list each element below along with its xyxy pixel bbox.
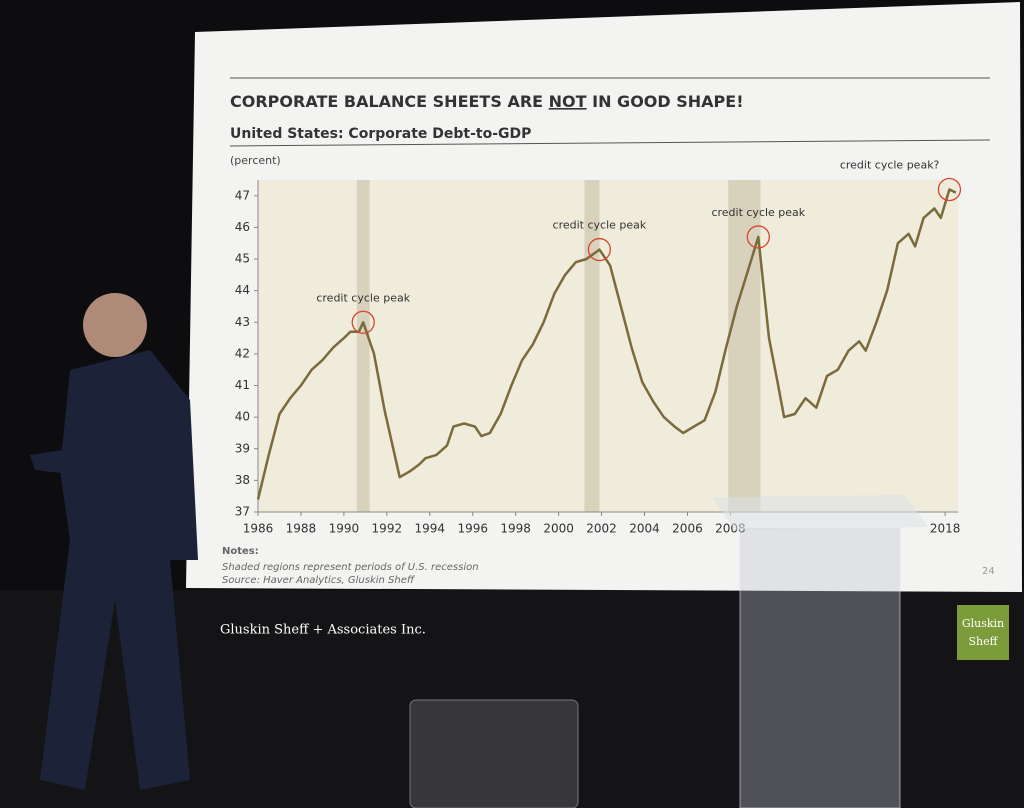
podium-top bbox=[712, 495, 928, 530]
recession-band bbox=[728, 180, 761, 512]
title-part: NOT bbox=[549, 92, 587, 111]
x-tick-label: 2006 bbox=[672, 522, 703, 536]
annotation: credit cycle peak bbox=[553, 219, 647, 232]
x-tick-label: 2000 bbox=[543, 522, 574, 536]
peak-marker bbox=[351, 310, 375, 334]
annotation: credit cycle peak bbox=[316, 291, 410, 304]
podium-body bbox=[739, 527, 901, 808]
speaker bbox=[30, 293, 198, 790]
title-part: IN GOOD SHAPE! bbox=[592, 92, 743, 111]
speaker-body bbox=[40, 350, 198, 790]
x-tick-label: 1992 bbox=[372, 522, 403, 536]
x-tick-label: 1994 bbox=[415, 522, 446, 536]
y-tick-label: 43 bbox=[235, 315, 250, 329]
y-axis-label: (percent) bbox=[230, 154, 281, 167]
x-tick-label: 2018 bbox=[930, 522, 961, 536]
y-tick-label: 47 bbox=[235, 188, 250, 202]
y-tick-label: 45 bbox=[235, 252, 250, 266]
x-tick-label: 2004 bbox=[629, 522, 660, 536]
y-tick-label: 37 bbox=[235, 505, 250, 519]
peak-marker bbox=[587, 237, 612, 262]
page-number: 24 bbox=[982, 566, 995, 577]
x-tick-label: 2002 bbox=[586, 522, 617, 536]
recession-band bbox=[356, 180, 370, 512]
y-tick-label: 40 bbox=[235, 410, 250, 424]
title-part: CORPORATE BALANCE SHEETS ARE bbox=[230, 92, 543, 111]
chart-title: United States: Corporate Debt-to-GDP bbox=[230, 126, 531, 142]
plot-area bbox=[258, 180, 958, 512]
logo-text: Sheff bbox=[969, 635, 999, 648]
annotation: credit cycle peak? bbox=[840, 158, 940, 171]
y-tick-label: 41 bbox=[235, 378, 250, 392]
x-tick-label: 1988 bbox=[286, 522, 317, 536]
x-tick-label: 1990 bbox=[329, 522, 360, 536]
source: Source: Haver Analytics, Gluskin Sheff bbox=[222, 575, 416, 586]
data-line bbox=[256, 188, 957, 500]
logo bbox=[957, 605, 1009, 660]
peak-marker bbox=[746, 225, 770, 249]
rule bbox=[229, 139, 991, 147]
speaker-arm bbox=[30, 448, 78, 475]
annotation: credit cycle peak bbox=[711, 206, 805, 219]
chair bbox=[409, 699, 579, 808]
podium bbox=[712, 495, 928, 808]
x-tick-label: 1998 bbox=[500, 522, 531, 536]
y-tick-label: 46 bbox=[235, 220, 250, 234]
company-name: Gluskin Sheff + Associates Inc. bbox=[220, 623, 426, 638]
notes: Shaded regions represent periods of U.S.… bbox=[222, 562, 479, 573]
y-tick-label: 42 bbox=[235, 346, 250, 360]
peak-marker bbox=[937, 177, 962, 202]
notes-heading: Notes: bbox=[222, 546, 259, 557]
y-tick-label: 39 bbox=[235, 441, 250, 455]
speaker-head bbox=[83, 293, 147, 357]
logo-text: Gluskin bbox=[962, 617, 1004, 630]
slide-title: CORPORATE BALANCE SHEETS ARE NOT IN GOOD… bbox=[230, 92, 744, 111]
plot: 37 38 39 40 41 42 43 44 45 46 47 1986 1988 1990 1992 19… bbox=[235, 158, 962, 536]
y-tick-label: 38 bbox=[235, 473, 250, 487]
recession-band bbox=[584, 180, 600, 512]
x-tick-label: 1996 bbox=[457, 522, 488, 536]
x-tick-label: 1986 bbox=[243, 522, 274, 536]
y-tick-label: 44 bbox=[235, 283, 250, 297]
